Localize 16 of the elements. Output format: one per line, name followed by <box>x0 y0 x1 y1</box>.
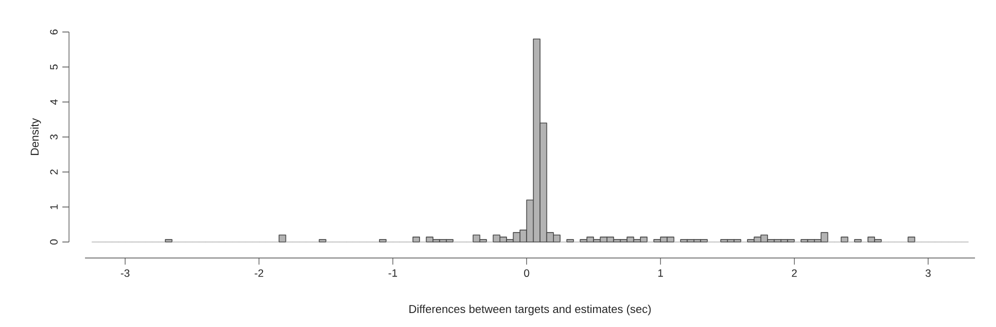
y-tick-label: 6 <box>50 30 58 34</box>
x-tick-label: -1 <box>388 269 398 277</box>
x-tick-label: 2 <box>792 269 797 277</box>
y-tick-label: 3 <box>50 134 58 140</box>
y-tick-label: 1 <box>50 204 58 210</box>
x-tick-label: 0 <box>524 269 530 277</box>
y-tick-label: 0 <box>50 239 58 245</box>
x-tick-label: 3 <box>926 269 931 277</box>
x-axis-title: Differences between targets and estimates (sec) <box>409 304 651 316</box>
y-tick-label: 5 <box>50 64 58 70</box>
x-tick-label: -2 <box>254 269 264 277</box>
y-tick-label: 4 <box>50 99 58 105</box>
y-axis-title: Density <box>30 118 41 155</box>
x-tick-label: -3 <box>120 269 130 277</box>
x-tick-label: 1 <box>658 269 663 277</box>
y-tick-label: 2 <box>50 170 58 174</box>
